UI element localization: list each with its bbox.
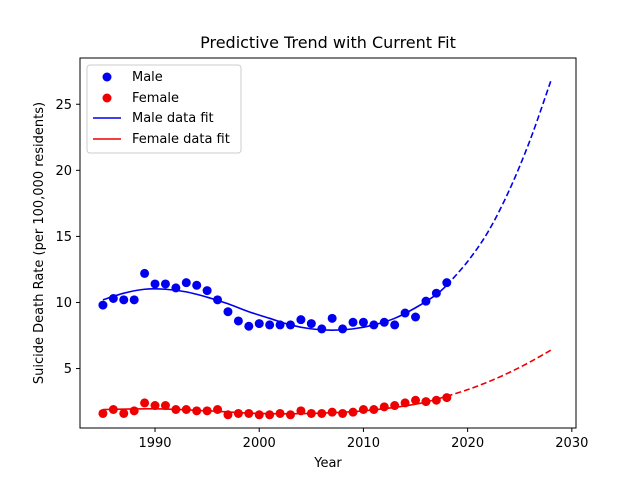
y-tick-label: 25 [55, 98, 72, 113]
male-data-point [119, 295, 129, 305]
male-data-point [296, 315, 306, 325]
male-data-point [98, 300, 108, 310]
x-axis-ticks: 1990 2000 2010 2020 2030 [138, 428, 588, 451]
x-tick-label: 2020 [451, 436, 484, 451]
x-tick-label: 2030 [555, 436, 588, 451]
male-data-point [338, 324, 348, 334]
female-data-point [327, 407, 337, 417]
male-data-point [192, 280, 202, 290]
female-data-point [98, 408, 108, 418]
female-data-point [213, 405, 223, 414]
male-data-point [285, 320, 295, 330]
male-data-point [400, 308, 410, 318]
plot-frame [79, 57, 577, 429]
male-data-point [233, 316, 243, 326]
y-tick-label: 20 [55, 164, 72, 179]
female-data-point [119, 408, 129, 418]
female-data-point [244, 408, 254, 418]
legend-male-label: Male [132, 70, 163, 85]
male-data-point [442, 278, 452, 288]
male-data-point [254, 319, 264, 329]
female-data-point [379, 402, 389, 412]
female-data-point [369, 405, 379, 414]
legend-male-marker [102, 72, 112, 82]
male-data-point [327, 313, 337, 323]
male-data-point [348, 317, 358, 327]
female-data-point [306, 408, 316, 418]
legend-female-marker [102, 93, 112, 103]
male-data-point [411, 312, 421, 322]
female-data-point [150, 401, 160, 411]
male-data-point [181, 278, 191, 288]
female-data-point [400, 398, 410, 408]
female-data-point [265, 410, 275, 420]
female-data-point [108, 405, 118, 414]
female-fit-line [102, 395, 447, 415]
female-data-point [171, 405, 181, 414]
female-data-point [140, 398, 150, 408]
female-data-point [285, 410, 295, 420]
y-axis-label: Suicide Death Rate (per 100,000 resident… [32, 102, 47, 384]
data-points-group [98, 268, 452, 420]
y-tick-label: 5 [64, 362, 72, 377]
female-data-point [431, 395, 441, 405]
legend-male-fit-label: Male data fit [132, 111, 214, 126]
y-axis-ticks: 5 10 15 20 25 [55, 98, 80, 377]
female-data-point [338, 408, 348, 418]
male-data-point [379, 317, 389, 327]
male-data-point [275, 320, 285, 330]
female-data-point [223, 410, 233, 420]
female-data-point [411, 395, 421, 405]
y-tick-label: 10 [55, 296, 72, 311]
male-data-point [306, 319, 316, 329]
male-data-point [223, 307, 233, 317]
x-tick-label: 2000 [243, 436, 276, 451]
legend-box [86, 64, 242, 154]
male-data-point [160, 279, 170, 289]
male-data-point [265, 320, 275, 330]
female-projection-line [446, 349, 552, 398]
female-fit-line-group [102, 349, 552, 415]
x-tick-label: 2010 [347, 436, 380, 451]
male-data-point [358, 317, 368, 327]
male-data-point [213, 295, 223, 305]
female-data-point [192, 406, 202, 416]
female-data-point [421, 397, 431, 407]
female-data-point [233, 408, 243, 418]
x-axis-label: Year [313, 456, 342, 471]
female-data-point [160, 401, 170, 411]
female-data-point [181, 405, 191, 414]
legend-female-label: Female [132, 91, 179, 106]
male-data-point [390, 320, 400, 330]
male-data-point [431, 288, 441, 298]
male-projection-line [446, 80, 552, 286]
male-data-point [108, 294, 118, 303]
male-data-point [202, 286, 212, 296]
female-data-point [358, 405, 368, 414]
legend: Male Female Male data fit Female data fi… [86, 64, 242, 154]
chart-title: Predictive Trend with Current Fit [200, 33, 456, 52]
female-data-point [296, 406, 306, 416]
male-data-point [150, 279, 160, 289]
female-data-point [390, 401, 400, 411]
male-data-point [129, 295, 139, 305]
male-data-point [421, 296, 431, 306]
female-data-point [317, 408, 327, 418]
female-data-point [129, 406, 139, 416]
female-data-point [202, 406, 212, 416]
female-data-point [348, 407, 358, 417]
male-data-point [244, 321, 254, 331]
legend-female-fit-label: Female data fit [132, 132, 230, 147]
female-data-point [254, 410, 264, 420]
x-tick-label: 1990 [138, 436, 171, 451]
male-data-point [317, 324, 327, 334]
male-data-point [140, 268, 150, 278]
female-data-point [275, 408, 285, 418]
female-data-point [442, 393, 452, 403]
male-data-point [369, 320, 379, 330]
male-data-point [171, 283, 181, 293]
y-tick-label: 15 [55, 230, 72, 245]
